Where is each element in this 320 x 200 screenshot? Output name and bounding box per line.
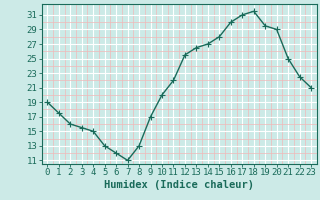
X-axis label: Humidex (Indice chaleur): Humidex (Indice chaleur) xyxy=(104,180,254,190)
